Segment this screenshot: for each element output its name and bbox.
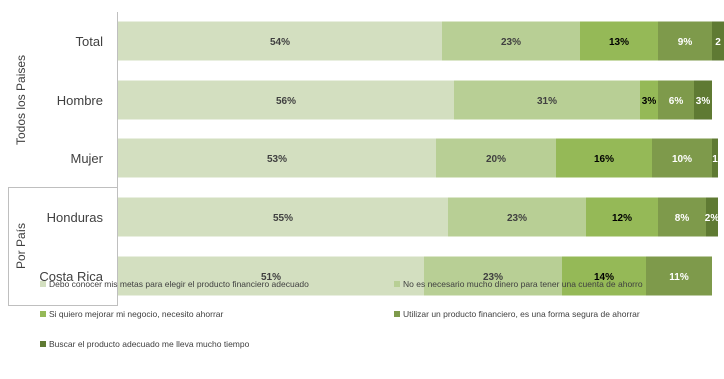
legend-label-3: Si quiero mejorar mi negocio, necesito a… xyxy=(49,309,224,319)
data-label: 56% xyxy=(276,96,296,107)
legend-label-1: Debo conocer mis metas para elegir el pr… xyxy=(49,279,309,289)
data-label: 55% xyxy=(273,213,293,224)
bar-segment xyxy=(712,21,724,61)
legend-item-5: Buscar el producto adecuado me lleva muc… xyxy=(40,339,249,349)
bar-segment xyxy=(652,138,712,178)
legend-label-4: Utilizar un producto financiero, es una … xyxy=(403,309,640,319)
data-label: 23% xyxy=(483,272,503,283)
category-label: Costa Rica xyxy=(39,269,103,284)
legend-swatch-2 xyxy=(394,281,400,287)
bar-segment xyxy=(118,197,448,237)
data-label: 16% xyxy=(594,154,614,165)
legend-swatch-3 xyxy=(40,311,46,317)
bar-segment xyxy=(580,21,658,61)
data-label: 2 xyxy=(715,37,721,48)
bar-segment xyxy=(562,256,646,296)
category-label: Mujer xyxy=(70,151,103,166)
bar-segment xyxy=(706,197,718,237)
bar-segment xyxy=(454,80,640,120)
bar-segment xyxy=(118,256,424,296)
data-label: 3% xyxy=(696,96,711,107)
category-label: Honduras xyxy=(47,210,104,225)
data-label: 23% xyxy=(501,37,521,48)
data-label: 3% xyxy=(642,96,657,107)
bar-segment xyxy=(694,80,712,120)
data-label: 1 xyxy=(712,154,718,165)
data-label: 23% xyxy=(507,213,527,224)
legend-label-2: No es necesario mucho dinero para tener … xyxy=(403,279,643,289)
data-label: 13% xyxy=(609,37,629,48)
bar-segment xyxy=(586,197,658,237)
data-label: 11% xyxy=(669,272,689,283)
bar-segment xyxy=(118,21,442,61)
bar-segment xyxy=(646,256,712,296)
legend-label-5: Buscar el producto adecuado me lleva muc… xyxy=(49,339,250,349)
bar-segment xyxy=(640,80,658,120)
legend-item-1: Debo conocer mis metas para elegir el pr… xyxy=(40,279,309,289)
data-label: 10% xyxy=(672,154,692,165)
data-label: 54% xyxy=(270,37,290,48)
bar-segment xyxy=(118,138,436,178)
bar-segment xyxy=(658,197,706,237)
bar-segment xyxy=(118,80,454,120)
group-label: Todos los Paises xyxy=(14,55,28,145)
legend-item-3: Si quiero mejorar mi negocio, necesito a… xyxy=(40,309,223,319)
bar-segment xyxy=(658,21,712,61)
legend-swatch-1 xyxy=(40,281,46,287)
data-label: 51% xyxy=(261,272,281,283)
data-label: 31% xyxy=(537,96,557,107)
data-label: 9% xyxy=(678,37,693,48)
data-label: 8% xyxy=(675,213,690,224)
legend-swatch-5 xyxy=(40,341,46,347)
data-label: 12% xyxy=(612,213,632,224)
bar-segment xyxy=(556,138,652,178)
category-label: Hombre xyxy=(57,93,103,108)
legend-swatch-4 xyxy=(394,311,400,317)
data-label: 20% xyxy=(486,154,506,165)
legend-item-4: Utilizar un producto financiero, es una … xyxy=(394,309,640,319)
bar-segment xyxy=(712,138,718,178)
bar-segment xyxy=(424,256,562,296)
group-label: Por País xyxy=(14,223,28,269)
data-label: 14% xyxy=(594,272,614,283)
bar-segment xyxy=(442,21,580,61)
bar-segment xyxy=(436,138,556,178)
data-label: 6% xyxy=(669,96,684,107)
bar-segment xyxy=(658,80,694,120)
data-label: 53% xyxy=(267,154,287,165)
bar-segment xyxy=(448,197,586,237)
category-label: Total xyxy=(76,34,104,49)
legend-item-2: No es necesario mucho dinero para tener … xyxy=(394,279,643,289)
data-label: 2% xyxy=(705,213,720,224)
